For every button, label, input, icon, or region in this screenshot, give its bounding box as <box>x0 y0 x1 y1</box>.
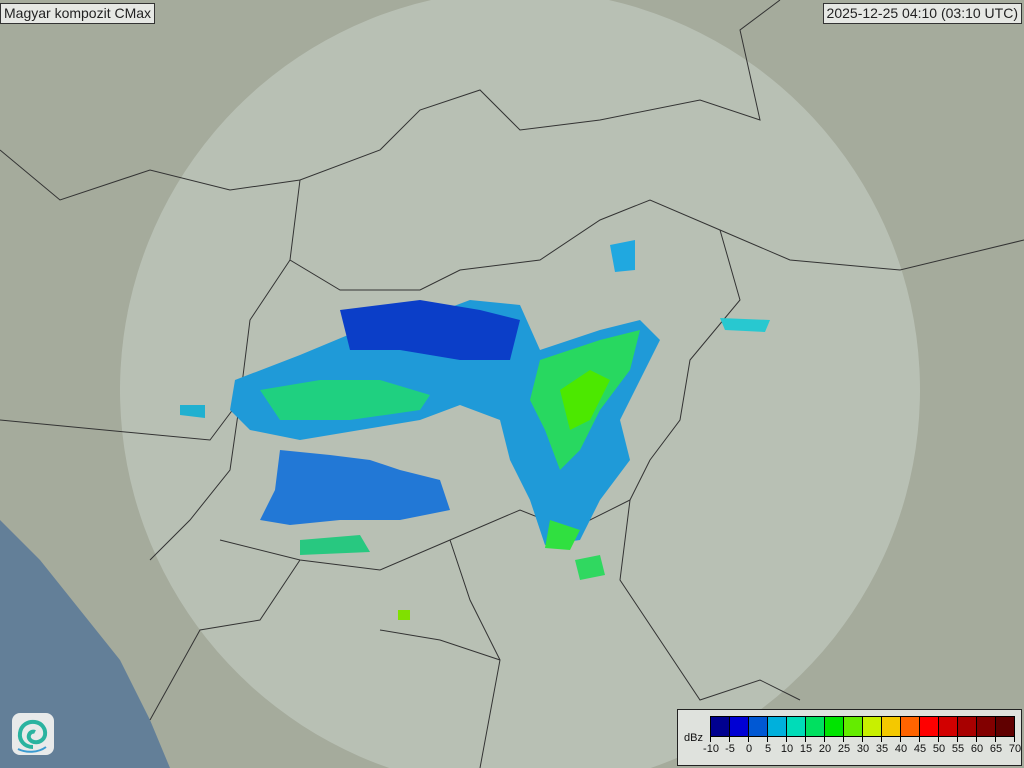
legend-color-cell <box>749 717 768 736</box>
legend-tick <box>748 737 749 742</box>
legend-tick <box>957 737 958 742</box>
legend-tick-label: 5 <box>764 743 772 755</box>
legend-color-cell <box>730 717 749 736</box>
legend-tick <box>976 737 977 742</box>
legend-tick <box>805 737 806 742</box>
legend-tick <box>881 737 882 742</box>
legend-tick <box>710 737 711 742</box>
legend-tick-label: 40 <box>894 743 908 755</box>
echo-small <box>180 405 205 418</box>
echo-core-west <box>260 380 430 420</box>
echo-southwest <box>260 450 450 525</box>
legend-tick <box>843 737 844 742</box>
legend-color-cell <box>844 717 863 736</box>
legend-tick-label: -5 <box>725 743 735 755</box>
echo-small <box>720 318 770 332</box>
echo-small <box>300 535 370 555</box>
legend-color-cell <box>977 717 996 736</box>
legend-tick <box>919 737 920 742</box>
legend-color-cell <box>768 717 787 736</box>
legend-tick <box>729 737 730 742</box>
legend-tick <box>786 737 787 742</box>
echo-core-strong <box>560 370 610 430</box>
legend-tick <box>862 737 863 742</box>
legend-color-cell <box>806 717 825 736</box>
legend-color-cell <box>901 717 920 736</box>
legend-color-cell <box>711 717 730 736</box>
legend-tick-label: 60 <box>970 743 984 755</box>
legend-color-cell <box>825 717 844 736</box>
legend-tick <box>995 737 996 742</box>
legend-tick <box>824 737 825 742</box>
dbz-color-legend: dBz -10 -5 0 5 10 15 20 25 30 35 40 45 50 55 60 65 70 <box>677 709 1022 766</box>
legend-tick <box>900 737 901 742</box>
legend-tick-label: 65 <box>989 743 1003 755</box>
echo-small <box>398 610 410 620</box>
legend-unit: dBz <box>684 732 703 744</box>
legend-tick-label: 0 <box>745 743 753 755</box>
legend-tick <box>767 737 768 742</box>
adriatic-sea <box>0 520 170 768</box>
legend-color-cell <box>920 717 939 736</box>
echo-north-weak <box>340 300 520 360</box>
legend-tick-label: 50 <box>932 743 946 755</box>
echo-small <box>610 240 635 272</box>
timestamp-label: 2025-12-25 04:10 (03:10 UTC) <box>822 3 1022 24</box>
legend-tick-label: 30 <box>856 743 870 755</box>
met-service-swirl-logo-icon <box>12 713 54 755</box>
legend-color-cell <box>996 717 1014 736</box>
legend-color-scale <box>710 716 1015 737</box>
legend-tick <box>1014 737 1015 742</box>
radar-echoes <box>180 240 770 620</box>
legend-tick-label: 35 <box>875 743 889 755</box>
echo-small <box>545 520 580 550</box>
legend-tick-label: 15 <box>799 743 813 755</box>
legend-tick-label: 20 <box>818 743 832 755</box>
legend-tick-label: 10 <box>780 743 794 755</box>
legend-tick-label: -10 <box>703 743 719 755</box>
product-title: Magyar kompozit CMax <box>0 3 156 24</box>
legend-color-cell <box>787 717 806 736</box>
legend-color-cell <box>882 717 901 736</box>
legend-tick-label: 45 <box>913 743 927 755</box>
legend-color-cell <box>863 717 882 736</box>
legend-tick <box>938 737 939 742</box>
legend-color-cell <box>958 717 977 736</box>
legend-tick-label: 70 <box>1008 743 1022 755</box>
legend-tick-label: 55 <box>951 743 965 755</box>
legend-color-cell <box>939 717 958 736</box>
echo-small <box>575 555 605 580</box>
legend-tick-label: 25 <box>837 743 851 755</box>
